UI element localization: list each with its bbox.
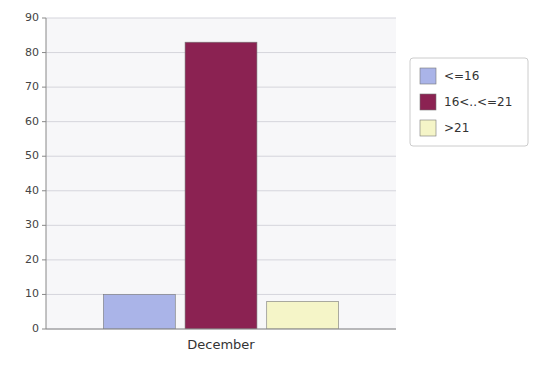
y-tick-label: 90 xyxy=(25,11,39,24)
y-tick xyxy=(42,294,46,295)
y-tick-label: 40 xyxy=(25,184,39,197)
y-tick-label: 20 xyxy=(25,253,39,266)
x-axis-line xyxy=(46,329,396,330)
legend-frame xyxy=(410,58,528,146)
y-tick-label: 10 xyxy=(25,287,39,300)
y-axis: 0 10 20 30 40 50 60 70 80 90 xyxy=(25,11,46,335)
y-tick xyxy=(42,156,46,157)
y-tick xyxy=(42,329,46,330)
y-tick xyxy=(42,52,46,53)
grid-line xyxy=(46,18,396,19)
legend-swatch xyxy=(420,68,436,84)
y-tick-label: 60 xyxy=(25,115,39,128)
y-tick-label: 30 xyxy=(25,218,39,231)
y-tick xyxy=(42,190,46,191)
legend-swatch xyxy=(420,120,436,136)
y-axis-line xyxy=(46,18,47,329)
y-tick xyxy=(42,87,46,88)
y-tick xyxy=(42,225,46,226)
bar xyxy=(267,301,339,329)
y-tick xyxy=(42,121,46,122)
legend: <=16 16<..<=21 >21 xyxy=(410,58,528,146)
bar xyxy=(103,294,175,329)
y-tick xyxy=(42,18,46,19)
chart-container: 0 10 20 30 40 50 60 70 80 90 December <=16 16<..<=21… xyxy=(0,0,536,367)
grid-line xyxy=(46,329,396,330)
legend-swatch xyxy=(420,94,436,110)
bars xyxy=(103,42,338,329)
x-tick-label: December xyxy=(187,337,255,352)
x-axis: December xyxy=(187,337,255,352)
bar xyxy=(185,42,257,329)
y-tick-label: 70 xyxy=(25,80,39,93)
legend-label: >21 xyxy=(444,121,469,135)
legend-label: 16<..<=21 xyxy=(444,95,512,109)
y-tick-label: 50 xyxy=(25,149,39,162)
y-tick-label: 0 xyxy=(32,322,39,335)
y-tick-label: 80 xyxy=(25,46,39,59)
chart: 0 10 20 30 40 50 60 70 80 90 December <=16 16<..<=21… xyxy=(0,0,536,367)
plot-background xyxy=(46,18,396,329)
y-tick xyxy=(42,259,46,260)
legend-label: <=16 xyxy=(444,69,479,83)
grid xyxy=(46,18,396,329)
